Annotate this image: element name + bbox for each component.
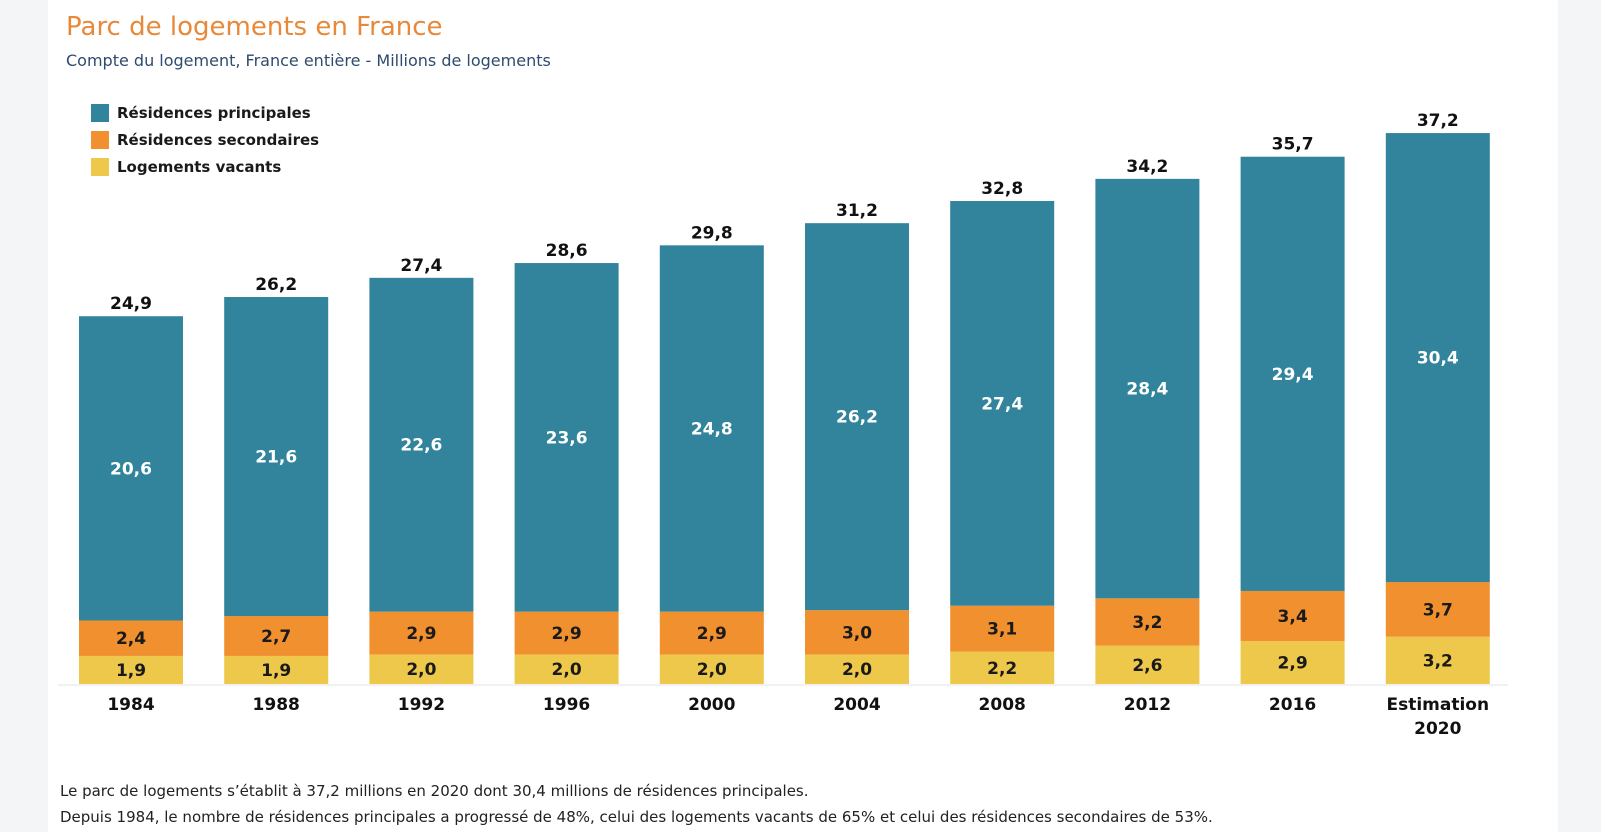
x-tick-label: 2008 xyxy=(979,695,1026,715)
data-label: 24,8 xyxy=(691,419,733,439)
legend-label: Logements vacants xyxy=(117,157,282,176)
bar-segment[interactable] xyxy=(805,610,909,655)
total-label: 26,2 xyxy=(255,275,297,295)
bar-segment[interactable] xyxy=(224,297,329,617)
data-label: 1,9 xyxy=(116,661,146,681)
data-label: 22,6 xyxy=(400,436,442,456)
bar-segment[interactable] xyxy=(224,616,329,656)
data-label: 3,1 xyxy=(987,620,1017,640)
chart-subtitle: Compte du logement, France entière - Mil… xyxy=(66,51,551,70)
chart-legend: Résidences principales Résidences second… xyxy=(91,99,319,180)
data-label: 2,0 xyxy=(552,660,582,680)
x-tick-label: 2000 xyxy=(688,695,735,715)
bar-segment[interactable] xyxy=(659,611,764,655)
data-label: 2,9 xyxy=(406,624,436,644)
bar-segment[interactable] xyxy=(514,654,619,684)
x-tick-label: 1992 xyxy=(398,695,445,715)
stacked-bar-chart: 1,9 2,4 20,6 24,9 1984 1,9 2,7 21,6 26,2 1988 2,0 2… xyxy=(58,111,1508,739)
x-tick-label: 2016 xyxy=(1269,695,1316,715)
bar-segment[interactable] xyxy=(1385,133,1490,583)
legend-item-residences-principales[interactable]: Résidences principales xyxy=(91,99,319,126)
x-tick-label: 2012 xyxy=(1124,695,1171,715)
bar-segment[interactable] xyxy=(369,277,474,612)
data-label: 2,0 xyxy=(406,660,436,680)
data-label: 1,9 xyxy=(261,661,291,681)
data-label: 3,2 xyxy=(1132,613,1162,633)
data-label: 23,6 xyxy=(546,428,588,448)
total-label: 35,7 xyxy=(1272,135,1314,155)
total-label: 31,2 xyxy=(836,201,878,221)
legend-swatch xyxy=(91,130,109,149)
bar-segment[interactable] xyxy=(79,316,183,621)
data-label: 3,0 xyxy=(842,623,872,643)
legend-swatch xyxy=(91,157,109,176)
data-label: 2,0 xyxy=(842,660,872,680)
legend-label: Résidences secondaires xyxy=(117,130,320,149)
bar-segment[interactable] xyxy=(1095,645,1200,684)
bar-segment[interactable] xyxy=(805,654,909,684)
bar-segment[interactable] xyxy=(950,201,1055,606)
x-tick-label: 2020 xyxy=(1414,719,1461,739)
legend-label: Résidences principales xyxy=(117,103,311,122)
total-label: 24,9 xyxy=(110,294,152,314)
bar-segment[interactable] xyxy=(1385,582,1490,637)
data-label: 2,0 xyxy=(697,660,727,680)
bar-segment[interactable] xyxy=(805,223,909,611)
data-label: 2,7 xyxy=(261,627,291,647)
data-label: 3,4 xyxy=(1278,607,1308,627)
footer-line-2: Depuis 1984, le nombre de résidences pri… xyxy=(60,808,1213,826)
data-label: 2,9 xyxy=(1278,654,1308,674)
bar-segment[interactable] xyxy=(79,620,183,656)
total-label: 32,8 xyxy=(981,179,1023,199)
legend-item-residences-secondaires[interactable]: Résidences secondaires xyxy=(91,126,319,153)
data-label: 2,9 xyxy=(552,624,582,644)
data-label: 2,4 xyxy=(116,629,146,649)
bar-segment[interactable] xyxy=(950,651,1055,684)
bar-segment[interactable] xyxy=(79,655,183,684)
legend-swatch xyxy=(91,103,109,122)
total-label: 29,8 xyxy=(691,223,733,243)
x-tick-label: 2004 xyxy=(833,695,880,715)
data-label: 2,6 xyxy=(1132,656,1162,676)
x-tick-label: 1984 xyxy=(107,695,154,715)
bar-segment[interactable] xyxy=(950,605,1055,652)
bar-segment[interactable] xyxy=(1095,598,1200,646)
bar-segment[interactable] xyxy=(1240,590,1345,642)
data-label: 27,4 xyxy=(981,394,1023,414)
legend-item-logements-vacants[interactable]: Logements vacants xyxy=(91,153,319,180)
footer-line-1: Le parc de logements s’établit à 37,2 mi… xyxy=(60,782,809,800)
total-label: 28,6 xyxy=(546,241,588,261)
data-label: 26,2 xyxy=(836,408,878,428)
x-tick-label: 1996 xyxy=(543,695,590,715)
bar-segment[interactable] xyxy=(1240,156,1345,591)
data-label: 3,2 xyxy=(1423,651,1453,671)
bar-segment[interactable] xyxy=(369,611,474,655)
bar-segment[interactable] xyxy=(514,611,619,655)
bar-segment[interactable] xyxy=(1240,641,1345,684)
x-tick-label: 1988 xyxy=(253,695,300,715)
bar-segment[interactable] xyxy=(1385,636,1490,684)
data-label: 30,4 xyxy=(1417,349,1459,369)
bar-segment[interactable] xyxy=(224,655,329,684)
x-tick-label: Estimation xyxy=(1386,695,1489,715)
bar-segment[interactable] xyxy=(369,654,474,684)
data-label: 2,2 xyxy=(987,659,1017,679)
chart-footer: Le parc de logements s’établit à 37,2 mi… xyxy=(60,778,1213,830)
total-label: 37,2 xyxy=(1417,111,1459,131)
data-label: 29,4 xyxy=(1272,365,1314,385)
data-label: 21,6 xyxy=(255,448,297,468)
data-label: 2,9 xyxy=(697,624,727,644)
bar-segment[interactable] xyxy=(659,654,764,684)
bar-segment[interactable] xyxy=(659,245,764,612)
total-label: 27,4 xyxy=(400,256,442,276)
bar-segment[interactable] xyxy=(1095,178,1200,599)
data-label: 28,4 xyxy=(1126,380,1168,400)
total-label: 34,2 xyxy=(1126,157,1168,177)
chart-title: Parc de logements en France xyxy=(66,12,443,42)
data-label: 3,7 xyxy=(1423,600,1453,620)
data-label: 20,6 xyxy=(110,459,152,479)
bar-segment[interactable] xyxy=(514,263,619,612)
chart-panel: Parc de logements en France Compte du lo… xyxy=(48,0,1558,832)
